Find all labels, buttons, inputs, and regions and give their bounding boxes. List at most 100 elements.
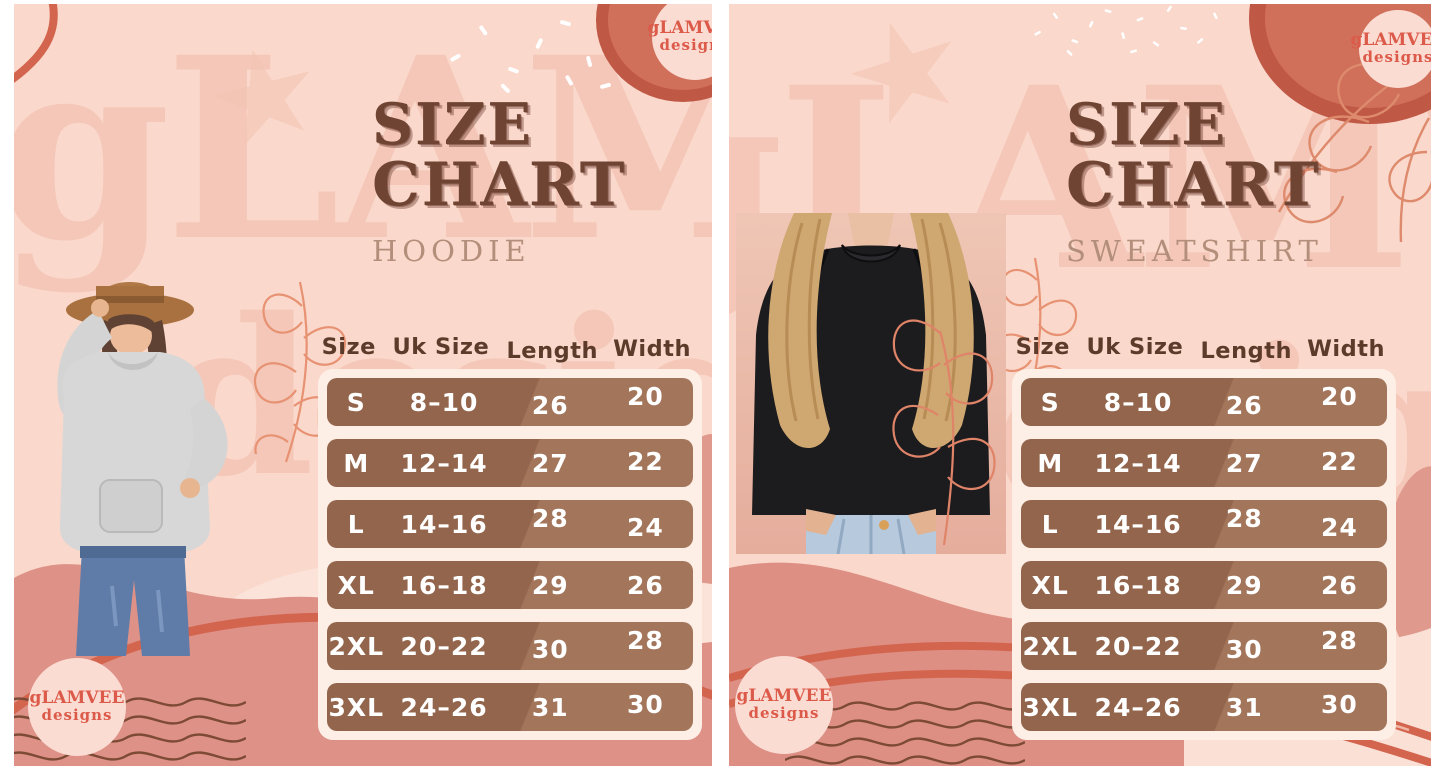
column-header-uksize: Uk Size (392, 334, 490, 360)
brand-logo-text: gLAMVEE (1350, 29, 1431, 50)
table-row: XL 16–18 29 26 (327, 561, 693, 609)
table-row: S 8–10 26 20 (1021, 378, 1387, 426)
table-row: 3XL 24–26 31 30 (327, 683, 693, 731)
brand-logo-text: gLAMVEE (736, 685, 832, 706)
cell-uksize: 16–18 (1094, 570, 1182, 600)
cell-length: 28 (531, 503, 569, 533)
title-line-2: CHART (1066, 150, 1321, 220)
table-row: 2XL 20–22 30 28 (327, 622, 693, 670)
brand-logo: gLAMVEE designs (735, 656, 833, 754)
table-row: S 8–10 26 20 (327, 378, 693, 426)
brand-logo-text: designs (41, 705, 113, 724)
cell-width: 28 (1320, 625, 1358, 655)
table-header-row: Size Uk Size Length Width (318, 334, 702, 364)
cell-width: 24 (626, 512, 664, 542)
cell-length: 31 (1225, 692, 1263, 722)
column-header-length: Length (506, 338, 598, 364)
title-line-2: CHART (372, 150, 627, 220)
brand-logo: gLAMVEE designs (648, 4, 712, 80)
star-shape (201, 37, 327, 159)
brand-logo-text: designs (1362, 47, 1431, 66)
brand-logo-text: gLAMVEE (647, 17, 712, 38)
cell-size: L (1041, 509, 1059, 539)
cell-length: 29 (531, 570, 569, 600)
cell-uksize: 20–22 (400, 631, 488, 661)
cell-length: 30 (1225, 634, 1263, 664)
cell-size: 3XL (328, 692, 385, 722)
size-table-hoodie: Size Uk Size Length Width S 8–10 26 20 M… (318, 334, 702, 740)
cell-width: 22 (1320, 446, 1358, 476)
table-row: M 12–14 27 22 (1021, 439, 1387, 487)
corner-arc-decoration (14, 4, 58, 83)
brand-logo: gLAMVEE designs (28, 658, 126, 756)
title-line-1: SIZE (1066, 91, 1227, 158)
cell-width: 20 (1320, 381, 1358, 411)
cell-width: 20 (626, 381, 664, 411)
table-row: M 12–14 27 22 (327, 439, 693, 487)
cell-size: L (347, 509, 365, 539)
panel-sweatshirt: gLAMVEE designs (729, 4, 1431, 766)
column-header-uksize: Uk Size (1086, 334, 1184, 360)
cell-uksize: 14–16 (1094, 509, 1182, 539)
cell-length: 31 (531, 692, 569, 722)
cell-size: 2XL (328, 631, 385, 661)
cell-size: 2XL (1022, 631, 1079, 661)
column-header-size: Size (1015, 334, 1070, 360)
table-row: 3XL 24–26 31 30 (1021, 683, 1387, 731)
cell-width: 30 (626, 689, 664, 719)
cell-length: 28 (1225, 503, 1263, 533)
cell-width: 26 (1320, 570, 1358, 600)
cell-width: 22 (626, 446, 664, 476)
cell-length: 27 (531, 448, 569, 478)
cell-size: M (343, 448, 370, 478)
table-row: 2XL 20–22 30 28 (1021, 622, 1387, 670)
star-shape (837, 6, 974, 140)
column-header-length: Length (1200, 338, 1292, 364)
cell-length: 26 (531, 390, 569, 420)
cell-uksize: 24–26 (400, 692, 488, 722)
cell-uksize: 8–10 (1103, 387, 1173, 417)
cell-length: 26 (1225, 390, 1263, 420)
title-block: SIZE CHART HOODIE (372, 96, 626, 268)
table-row: XL 16–18 29 26 (1021, 561, 1387, 609)
subtitle-sweatshirt: SWEATSHIRT (1066, 233, 1323, 268)
table-body: S 8–10 26 20 M 12–14 27 22 L 14–16 28 24… (318, 369, 702, 740)
cell-size: 3XL (1022, 692, 1079, 722)
table-row: L 14–16 28 24 (327, 500, 693, 548)
cell-uksize: 14–16 (400, 509, 488, 539)
cell-uksize: 24–26 (1094, 692, 1182, 722)
table-row: L 14–16 28 24 (1021, 500, 1387, 548)
size-table-sweatshirt: Size Uk Size Length Width S 8–10 26 20 M… (1012, 334, 1396, 740)
confetti-sprinkles (1034, 5, 1218, 56)
panel-hoodie: gLAMVEE designs (14, 4, 712, 766)
cell-uksize: 8–10 (409, 387, 479, 417)
cell-size: S (1040, 387, 1060, 417)
cell-size: XL (337, 570, 375, 600)
cell-uksize: 12–14 (1094, 448, 1182, 478)
cell-width: 30 (1320, 689, 1358, 719)
title-line-1: SIZE (372, 91, 533, 158)
hoodie-model-photo (57, 282, 228, 656)
cell-uksize: 12–14 (400, 448, 488, 478)
column-header-width: Width (613, 336, 692, 362)
cell-size: XL (1031, 570, 1069, 600)
brand-logo-text: designs (659, 35, 712, 54)
brand-logo-text: designs (748, 703, 820, 722)
cell-width: 26 (626, 570, 664, 600)
cell-width: 24 (1320, 512, 1358, 542)
cell-uksize: 20–22 (1094, 631, 1182, 661)
cell-length: 27 (1225, 448, 1263, 478)
cell-length: 30 (531, 634, 569, 664)
sweatshirt-model-photo (736, 213, 1006, 554)
table-body: S 8–10 26 20 M 12–14 27 22 L 14–16 28 24… (1012, 369, 1396, 740)
column-header-size: Size (321, 334, 376, 360)
cell-uksize: 16–18 (400, 570, 488, 600)
brand-logo-text: gLAMVEE (29, 687, 125, 708)
brand-logo: gLAMVEE designs (1351, 10, 1431, 88)
title-block: SIZE CHART SWEATSHIRT (1066, 96, 1323, 268)
cell-size: S (346, 387, 366, 417)
column-header-width: Width (1307, 336, 1386, 362)
cell-size: M (1037, 448, 1064, 478)
cell-length: 29 (1225, 570, 1263, 600)
cell-width: 28 (626, 625, 664, 655)
